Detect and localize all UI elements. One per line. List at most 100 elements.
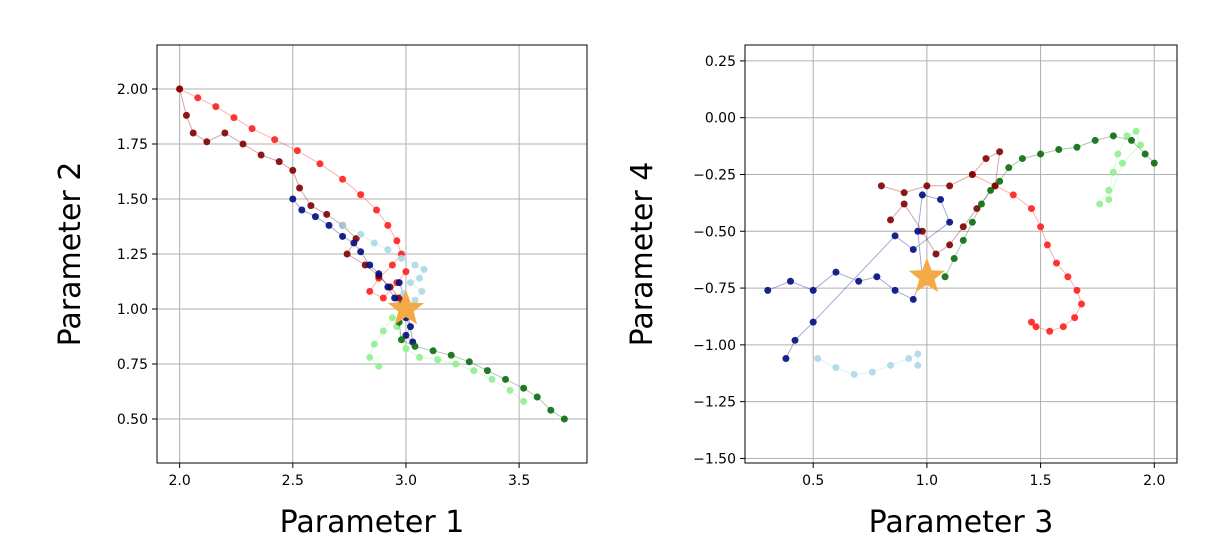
data-point (996, 177, 1004, 185)
data-point (1150, 159, 1158, 167)
data-point (959, 236, 967, 244)
x-tick-label: 1.0 (916, 473, 938, 489)
y-tick-label: 2.00 (117, 82, 148, 98)
data-point (316, 160, 324, 168)
data-point (946, 182, 954, 190)
data-point (1109, 132, 1117, 140)
data-point (411, 261, 419, 269)
y-tick-label: 1.00 (117, 302, 148, 318)
data-point (406, 323, 414, 331)
data-point (230, 114, 238, 122)
data-point (395, 279, 403, 287)
data-point (1052, 259, 1060, 267)
data-point (1105, 195, 1113, 203)
data-point (786, 277, 794, 285)
marker-layer-2 (908, 257, 945, 293)
data-point (873, 273, 881, 281)
data-point (1123, 132, 1131, 140)
data-point (375, 270, 383, 278)
data-point (418, 287, 426, 295)
data-point (950, 255, 958, 263)
data-point (339, 175, 347, 183)
data-point (1105, 186, 1113, 194)
data-point (397, 336, 405, 344)
y-tick-label: 1.50 (117, 192, 148, 208)
data-point (402, 345, 410, 353)
data-point (1046, 327, 1054, 335)
data-point (416, 353, 424, 361)
data-point (465, 358, 473, 366)
data-point (977, 200, 985, 208)
data-point (1137, 141, 1145, 149)
data-point (176, 85, 184, 93)
data-point (406, 279, 414, 287)
data-point (1059, 323, 1067, 331)
data-point (982, 155, 990, 163)
data-point (520, 384, 528, 392)
data-point (914, 350, 922, 358)
data-point (887, 216, 895, 224)
data-point (891, 286, 899, 294)
data-point (502, 375, 510, 383)
data-point (370, 340, 378, 348)
y-tick-label: 0.75 (117, 357, 148, 373)
data-point (764, 286, 772, 294)
data-point (384, 221, 392, 229)
y-ticks-2: −1.50 −1.25 −1.00 −0.75 −0.50 −0.25 0.00 0.25 (693, 54, 745, 467)
data-point (1043, 241, 1051, 249)
data-point (189, 129, 197, 137)
true-value-star-marker (387, 290, 424, 325)
data-point (416, 274, 424, 282)
data-point (1078, 300, 1086, 308)
data-point (239, 140, 247, 148)
data-point (384, 246, 392, 254)
data-point (1141, 150, 1149, 158)
data-point (429, 347, 437, 355)
data-point (483, 367, 491, 375)
data-point (1018, 155, 1026, 163)
data-point (411, 342, 419, 350)
data-point (1132, 127, 1140, 135)
series-layer-1 (176, 85, 568, 423)
data-point (248, 125, 256, 133)
data-point (357, 248, 365, 256)
data-point (289, 195, 297, 203)
data-point (1032, 323, 1040, 331)
data-point (891, 232, 899, 240)
data-point (289, 166, 297, 174)
data-point (388, 314, 396, 322)
data-point (1073, 143, 1081, 151)
data-point (855, 277, 863, 285)
data-point (343, 250, 351, 258)
data-point (932, 250, 940, 258)
data-point (923, 182, 931, 190)
y-axis-label-2: Parameter 4 (625, 162, 660, 347)
x-tick-label: 3.0 (395, 473, 417, 489)
x-ticks-2: 0.5 1.0 1.5 2.0 (802, 463, 1165, 489)
data-point (393, 237, 401, 245)
data-point (323, 210, 331, 218)
data-point (809, 318, 817, 326)
data-point (275, 158, 283, 166)
data-point (909, 295, 917, 303)
data-point (520, 397, 528, 405)
x-ticks-1: 2.0 2.5 3.0 3.5 (168, 463, 530, 489)
data-point (366, 353, 374, 361)
data-point (968, 170, 976, 178)
data-point (379, 294, 387, 302)
data-point (271, 136, 279, 144)
data-point (350, 239, 358, 247)
data-point (373, 206, 381, 214)
y-tick-label: −1.00 (693, 338, 736, 354)
data-point (809, 286, 817, 294)
data-point (366, 287, 374, 295)
data-point (832, 364, 840, 372)
data-point (470, 367, 478, 375)
data-point (1096, 200, 1104, 208)
y-ticks-1: 0.50 0.75 1.00 1.25 1.50 1.75 2.00 (117, 82, 157, 428)
data-point (1005, 164, 1013, 172)
data-point (402, 268, 410, 276)
data-point (1118, 159, 1126, 167)
data-point (325, 221, 333, 229)
data-point (339, 221, 347, 229)
